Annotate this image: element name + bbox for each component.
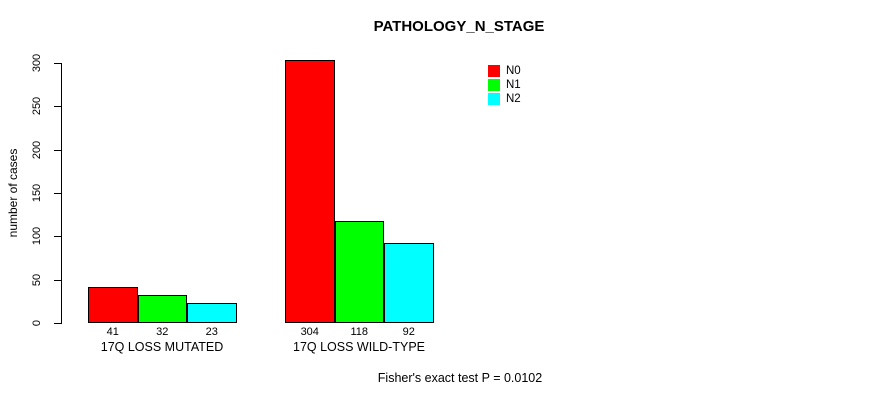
legend-item-n0: N0 [488,64,521,78]
bar-n1-group2 [334,220,384,323]
bar-value-label: 118 [350,326,369,338]
y-axis-tick [54,193,61,194]
bar-value-label: 304 [300,326,319,338]
bar-value-label: 23 [205,326,218,338]
legend-swatch-n0 [488,65,500,77]
legend: N0 N1 N2 [488,64,521,106]
y-axis-tick-label: 150 [31,183,43,203]
chart-title: PATHOLOGY_N_STAGE [373,18,545,35]
y-axis-tick-label: 250 [31,97,43,116]
y-axis-label: number of cases [6,148,20,238]
bar-value-label: 41 [106,326,119,338]
legend-swatch-n2 [488,93,500,105]
y-axis-tick [54,63,61,64]
y-axis-tick-label: 300 [31,53,43,73]
y-axis-tick-label: 200 [31,140,43,159]
y-axis-tick [54,106,61,108]
bar-n0-group2 [285,59,335,323]
fisher-test-annotation: Fisher's exact test P = 0.0102 [377,371,543,385]
legend-label-n0: N0 [506,65,521,77]
y-axis-tick-label: 50 [31,273,43,286]
x-category-label-mutated: 17Q LOSS MUTATED [100,340,224,354]
bar-n2-group1 [187,303,237,323]
y-axis-tick-label: 100 [31,227,43,246]
y-axis-tick [54,323,61,324]
bar-n0-group1 [88,287,138,323]
y-axis-tick [54,149,61,151]
legend-item-n1: N1 [488,78,521,92]
y-axis-tick [54,236,61,238]
legend-label-n2: N2 [506,93,521,105]
y-axis-tick-label: 0 [31,319,43,327]
bar-value-label: 32 [156,326,169,338]
bar-n1-group1 [137,295,187,323]
x-category-label-wildtype: 17Q LOSS WILD-TYPE [293,340,425,354]
y-axis-tick [54,279,61,281]
bar-n2-group2 [384,243,434,323]
y-axis-line [61,63,62,324]
bar-value-label: 92 [402,326,415,338]
legend-label-n1: N1 [506,79,521,91]
legend-item-n2: N2 [488,92,521,106]
legend-swatch-n1 [488,79,500,91]
